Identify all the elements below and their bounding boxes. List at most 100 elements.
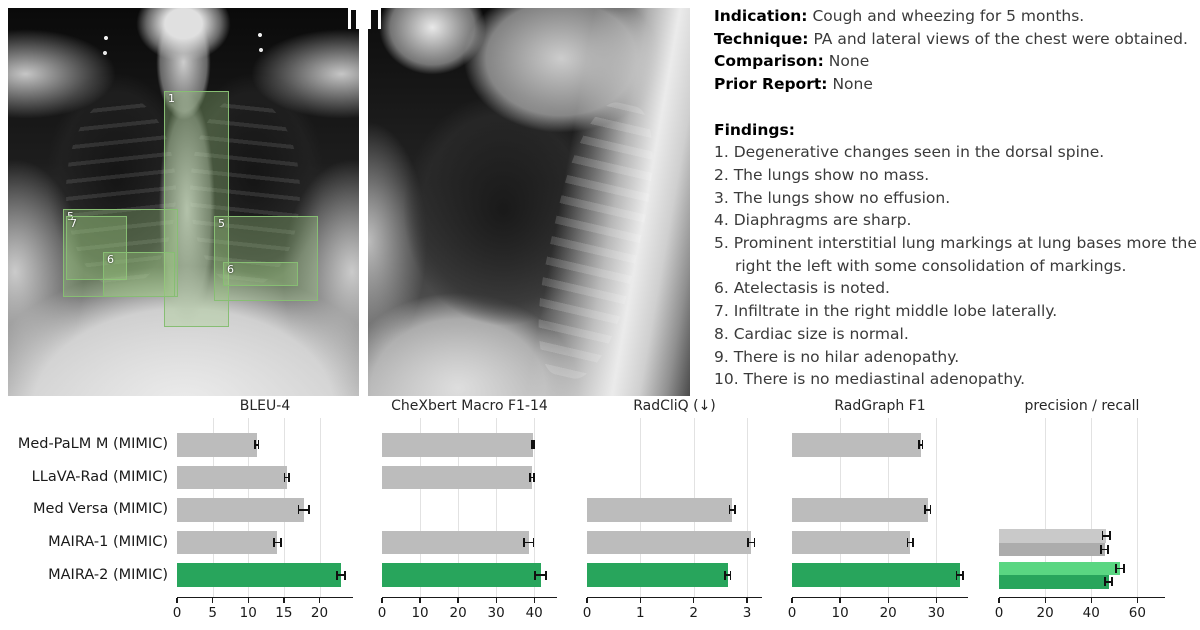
finding-item: 3. The lungs show no effusion. <box>714 188 951 207</box>
error-bar-cap <box>529 472 532 482</box>
error-bar-cap <box>1107 544 1110 554</box>
chart-axis-line <box>382 597 557 599</box>
field-value: None <box>832 75 873 94</box>
error-bar-cap <box>532 472 535 482</box>
axis-tick <box>693 598 695 603</box>
error-bar <box>336 574 345 576</box>
crop-marker-icon <box>368 7 381 29</box>
chart-bar <box>792 530 911 555</box>
bbox-label: 6 <box>107 253 114 266</box>
chart-bar <box>177 530 278 555</box>
chart-bar <box>177 498 304 522</box>
error-bar <box>1104 581 1113 583</box>
chart-bar <box>587 563 728 587</box>
error-bar-cap <box>733 505 736 515</box>
field-label: Technique: <box>714 29 809 48</box>
error-bar-cap <box>921 440 924 450</box>
chart-gridline <box>534 418 536 598</box>
finding-bbox-6-left: 6 <box>223 262 298 286</box>
chart-title: BLEU-4 <box>239 398 291 414</box>
error-bar <box>1102 535 1110 537</box>
chart-row-label: LLaVA-Rad (MIMIC) <box>31 468 168 485</box>
error-bar-cap <box>923 505 926 515</box>
finding-bbox-7: 7 <box>66 216 127 280</box>
axis-tick <box>998 598 1000 603</box>
error-bar-cap <box>747 538 750 548</box>
axis-tick <box>746 598 748 603</box>
error-bar-cap <box>1103 577 1106 587</box>
report-text: Indication: Cough and wheezing for 5 mont… <box>714 5 1200 391</box>
error-bar-cap <box>545 570 548 580</box>
error-bar-cap <box>523 538 526 548</box>
axis-tick <box>839 598 841 603</box>
chart-bar <box>177 433 257 457</box>
chart-bar <box>587 498 733 522</box>
chart-gridline <box>1091 418 1093 598</box>
rib-texture <box>66 96 176 288</box>
axis-tick-label: 20 <box>310 604 329 621</box>
error-bar-cap <box>962 570 965 580</box>
error-bar <box>284 476 289 479</box>
chart-row-label: MAIRA-1 (MIMIC) <box>48 534 168 550</box>
axis-tick <box>381 598 383 603</box>
chart-axis-line <box>999 597 1165 599</box>
error-bar-cap <box>287 472 290 482</box>
error-bar-cap <box>906 538 909 548</box>
axis-tick <box>1090 598 1092 603</box>
error-bar <box>524 541 534 544</box>
error-bar-cap <box>336 570 338 580</box>
axis-tick-label: 1 <box>636 604 645 621</box>
axis-tick-label: 0 <box>994 604 1004 621</box>
error-bar-cap <box>343 570 346 580</box>
axis-tick <box>639 598 642 603</box>
field-value: PA and lateral views of the chest were o… <box>813 29 1188 48</box>
error-bar <box>1116 567 1124 570</box>
chart-bar <box>382 563 541 587</box>
field-label: Indication: <box>714 7 808 25</box>
axis-tick-label: 10 <box>411 604 429 621</box>
axis-tick-label: 3 <box>742 604 752 621</box>
field-value: Cough and wheezing for 5 months. <box>812 7 1085 25</box>
error-bar-cap <box>532 538 535 548</box>
chart-title: RadCliQ (↓) <box>633 398 716 414</box>
error-bar-cap <box>273 538 276 548</box>
error-bar <box>255 443 259 446</box>
field-label: Prior Report: <box>714 75 828 94</box>
error-bar <box>729 509 735 511</box>
error-bar-cap <box>254 440 256 450</box>
error-bar-cap <box>728 505 731 515</box>
axis-tick <box>457 598 459 603</box>
error-bar <box>919 443 923 446</box>
chart-gridline <box>496 418 498 598</box>
frontal-xray-image: 1 5 7 6 5 6 <box>8 8 359 396</box>
error-bar-cap <box>1100 544 1102 554</box>
chart-gridline <box>420 418 422 598</box>
axis-tick-label: 10 <box>831 604 849 621</box>
report-field: Technique: PA and lateral views of the ch… <box>714 28 1200 51</box>
finding-bbox-5-right-base: 5 <box>63 209 178 297</box>
error-bar <box>530 476 534 479</box>
chart-bar <box>587 530 752 555</box>
finding-item: 5. Prominent interstitial lung markings … <box>714 234 1197 275</box>
error-bar-cap <box>283 472 286 482</box>
chart-gridline <box>1137 418 1139 598</box>
axis-tick-label: 5 <box>208 604 217 621</box>
error-bar-cap <box>753 538 756 548</box>
axis-tick-label: 10 <box>239 604 257 621</box>
error-bar <box>748 541 755 544</box>
chart-gridline <box>936 418 938 598</box>
metrics-chart-row: Med-PaLM M (MIMIC) LLaVA-Rad (MIMIC) Med V… <box>0 396 1200 630</box>
bbox-label: 6 <box>227 263 234 276</box>
error-bar-cap <box>1101 531 1104 541</box>
chart-row-label: MAIRA-2 (MIMIC) <box>48 566 168 583</box>
report-field: Indication: Cough and wheezing for 5 mont… <box>714 5 1200 28</box>
lateral-xray-image <box>368 8 690 396</box>
axis-tick-label: 0 <box>377 604 387 621</box>
chart-gridline <box>458 418 460 598</box>
chart-gridline <box>747 418 749 598</box>
axis-tick <box>533 598 535 603</box>
finding-bbox-6-right: 6 <box>103 252 175 297</box>
error-bar-cap <box>1111 577 1114 587</box>
bbox-label: 1 <box>168 92 175 105</box>
